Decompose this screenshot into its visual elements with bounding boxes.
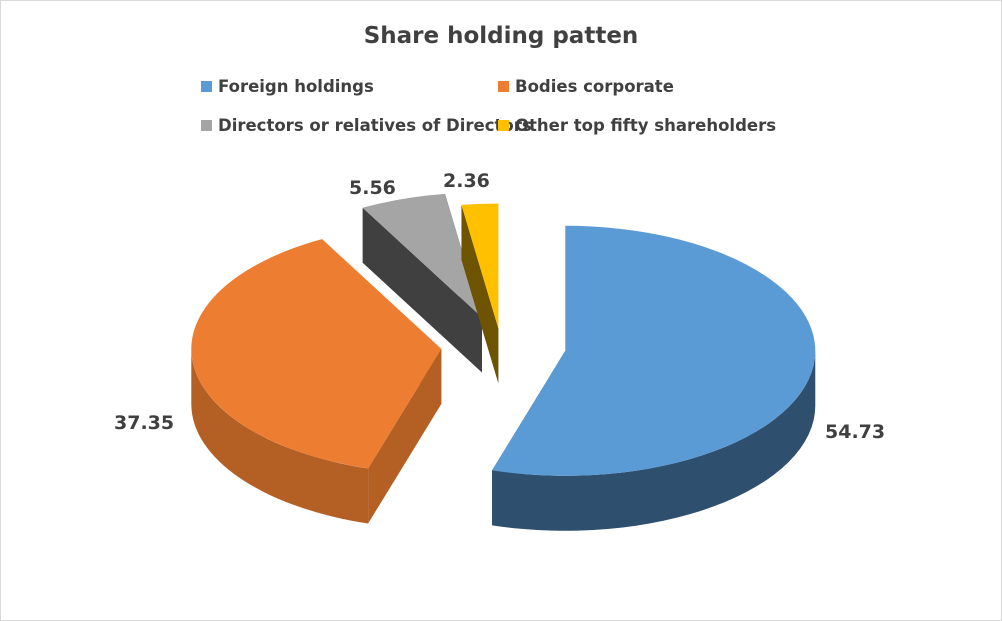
data-label-directors: 5.56 [349, 177, 396, 199]
legend-swatch [201, 81, 212, 92]
legend-label: Foreign holdings [218, 77, 374, 96]
slice-other-top-fifty-shareholders[interactable] [461, 203, 499, 329]
slice-side-bodies-corporate [191, 349, 369, 524]
legend-swatch [201, 120, 212, 131]
slice-directors-or-relatives-of-directors[interactable] [362, 193, 482, 318]
slice-bodies-corporate[interactable] [191, 239, 442, 469]
legend-swatch [498, 81, 509, 92]
legend-label: Directors or relatives of Directors [218, 116, 532, 135]
chart-title: Share holding patten [363, 23, 639, 49]
data-label-foreign-holdings: 54.73 [825, 421, 886, 443]
slice-cut-face-other-top-fifty-shareholders [461, 204, 499, 384]
legend-item-foreign-holdings: Foreign holdings [201, 77, 374, 96]
slice-side-foreign-holdings [492, 350, 816, 531]
legend-swatch [498, 120, 509, 131]
legend-item-other-top-fifty: Other top fifty shareholders [498, 116, 776, 135]
slice-foreign-holdings[interactable] [492, 225, 816, 476]
slice-cut-face-bodies-corporate [368, 349, 442, 524]
legend-label: Other top fifty shareholders [515, 116, 777, 135]
data-label-other-top-fifty: 2.36 [443, 170, 490, 192]
slice-cut-face-directors-or-relatives-of-directors [362, 207, 482, 373]
legend-label: Bodies corporate [515, 77, 674, 96]
legend-item-bodies-corporate: Bodies corporate [498, 77, 674, 96]
legend-item-directors: Directors or relatives of Directors [201, 116, 532, 135]
data-label-bodies-corporate: 37.35 [114, 412, 175, 434]
